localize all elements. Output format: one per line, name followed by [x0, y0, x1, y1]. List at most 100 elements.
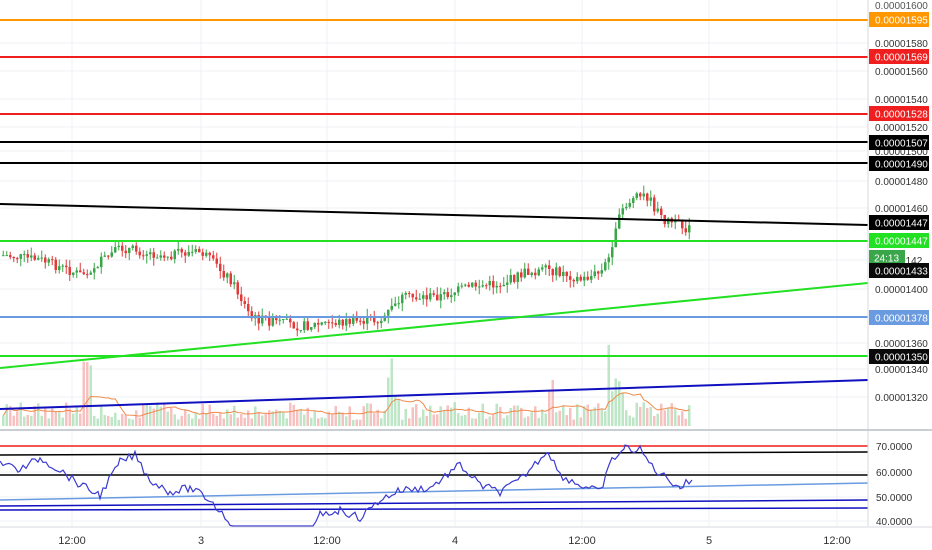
candle-body[interactable] [593, 271, 597, 277]
candle-body[interactable] [236, 282, 240, 295]
candle-body[interactable] [303, 321, 306, 331]
candle-body[interactable] [513, 275, 516, 282]
candle-body[interactable] [324, 321, 327, 323]
candle-body[interactable] [250, 311, 254, 319]
candle-body[interactable] [649, 197, 653, 201]
candle-body[interactable] [58, 266, 61, 270]
candle-body[interactable] [397, 303, 401, 305]
candle-body[interactable] [415, 297, 418, 300]
candle-body[interactable] [138, 251, 142, 256]
candle-body[interactable] [614, 228, 618, 248]
candle-body[interactable] [660, 208, 663, 215]
candle-body[interactable] [562, 271, 565, 276]
candle-body[interactable] [313, 322, 317, 328]
candle-body[interactable] [233, 282, 236, 285]
candle-body[interactable] [149, 252, 152, 255]
candle-body[interactable] [257, 315, 261, 324]
candle-body[interactable] [243, 301, 247, 305]
candle-body[interactable] [40, 257, 44, 259]
candle-body[interactable] [93, 268, 96, 273]
candle-body[interactable] [226, 273, 229, 278]
candle-body[interactable] [145, 254, 149, 256]
candle-body[interactable] [576, 276, 579, 282]
candle-body[interactable] [201, 252, 205, 256]
candle-body[interactable] [373, 317, 376, 323]
candle-body[interactable] [478, 286, 481, 288]
candle-body[interactable] [411, 293, 415, 298]
trend-line-black[interactable] [0, 203, 869, 226]
candle-body[interactable] [261, 315, 264, 324]
candle-body[interactable] [47, 259, 51, 263]
candle-body[interactable] [352, 317, 355, 324]
candle-body[interactable] [404, 293, 408, 295]
candle-body[interactable] [457, 286, 460, 293]
candle-body[interactable] [583, 276, 586, 281]
candle-body[interactable] [12, 257, 16, 259]
candle-body[interactable] [558, 267, 562, 276]
candle-body[interactable] [408, 293, 411, 295]
candle-body[interactable] [530, 272, 534, 275]
candle-body[interactable] [194, 249, 198, 252]
candle-body[interactable] [688, 225, 691, 233]
candle-body[interactable] [191, 251, 194, 253]
candle-body[interactable] [362, 321, 366, 324]
candle-body[interactable] [222, 271, 226, 278]
candle-body[interactable] [166, 256, 170, 258]
candle-body[interactable] [471, 282, 474, 287]
candle-body[interactable] [565, 271, 569, 277]
candle-body[interactable] [450, 295, 453, 297]
candle-body[interactable] [26, 254, 30, 258]
candle-body[interactable] [320, 322, 324, 325]
candle-body[interactable] [394, 303, 397, 306]
candle-body[interactable] [520, 272, 523, 278]
candle-body[interactable] [607, 257, 611, 263]
candle-body[interactable] [275, 316, 278, 321]
candle-body[interactable] [334, 323, 338, 325]
trend-lines[interactable] [0, 203, 869, 410]
candle-body[interactable] [107, 255, 110, 257]
candle-body[interactable] [572, 279, 576, 282]
candle-body[interactable] [247, 304, 250, 312]
candle-body[interactable] [527, 268, 530, 275]
candle-body[interactable] [187, 251, 191, 256]
candle-body[interactable] [667, 218, 670, 225]
candle-body[interactable] [240, 294, 243, 302]
candle-body[interactable] [96, 267, 100, 269]
candle-body[interactable] [600, 270, 604, 274]
candle-body[interactable] [481, 285, 485, 287]
candle-body[interactable] [453, 292, 457, 296]
candle-body[interactable] [219, 263, 222, 272]
candle-body[interactable] [341, 319, 345, 326]
candle-body[interactable] [376, 322, 380, 324]
rsi-pane[interactable]: 70.0000 60.0000 50.0000 40.0000 [0, 431, 932, 528]
candle-body[interactable] [156, 257, 159, 259]
candle-body[interactable] [488, 281, 492, 286]
candle-body[interactable] [79, 270, 82, 273]
candle-body[interactable] [131, 245, 135, 248]
candle-body[interactable] [110, 252, 114, 257]
candle-body[interactable] [548, 265, 551, 270]
candle-body[interactable] [271, 316, 275, 326]
candle-body[interactable] [499, 285, 502, 287]
candle-body[interactable] [23, 254, 26, 256]
candle-body[interactable] [551, 269, 555, 276]
candle-body[interactable] [100, 256, 103, 268]
candle-body[interactable] [443, 292, 446, 295]
candle-body[interactable] [180, 248, 184, 253]
candle-body[interactable] [37, 258, 40, 260]
candle-body[interactable] [299, 330, 303, 332]
candle-body[interactable] [579, 276, 583, 281]
candle-body[interactable] [268, 317, 271, 326]
candle-body[interactable] [387, 309, 390, 316]
candle-body[interactable] [208, 252, 212, 256]
candle-body[interactable] [327, 321, 331, 323]
candle-body[interactable] [212, 255, 215, 259]
candle-body[interactable] [509, 275, 513, 283]
candle-body[interactable] [170, 256, 173, 260]
trend-line-navy[interactable] [0, 379, 869, 410]
candle-body[interactable] [516, 272, 520, 282]
candle-body[interactable] [590, 276, 593, 280]
candle-body[interactable] [124, 250, 128, 254]
candle-body[interactable] [61, 265, 65, 267]
candle-body[interactable] [292, 322, 296, 329]
